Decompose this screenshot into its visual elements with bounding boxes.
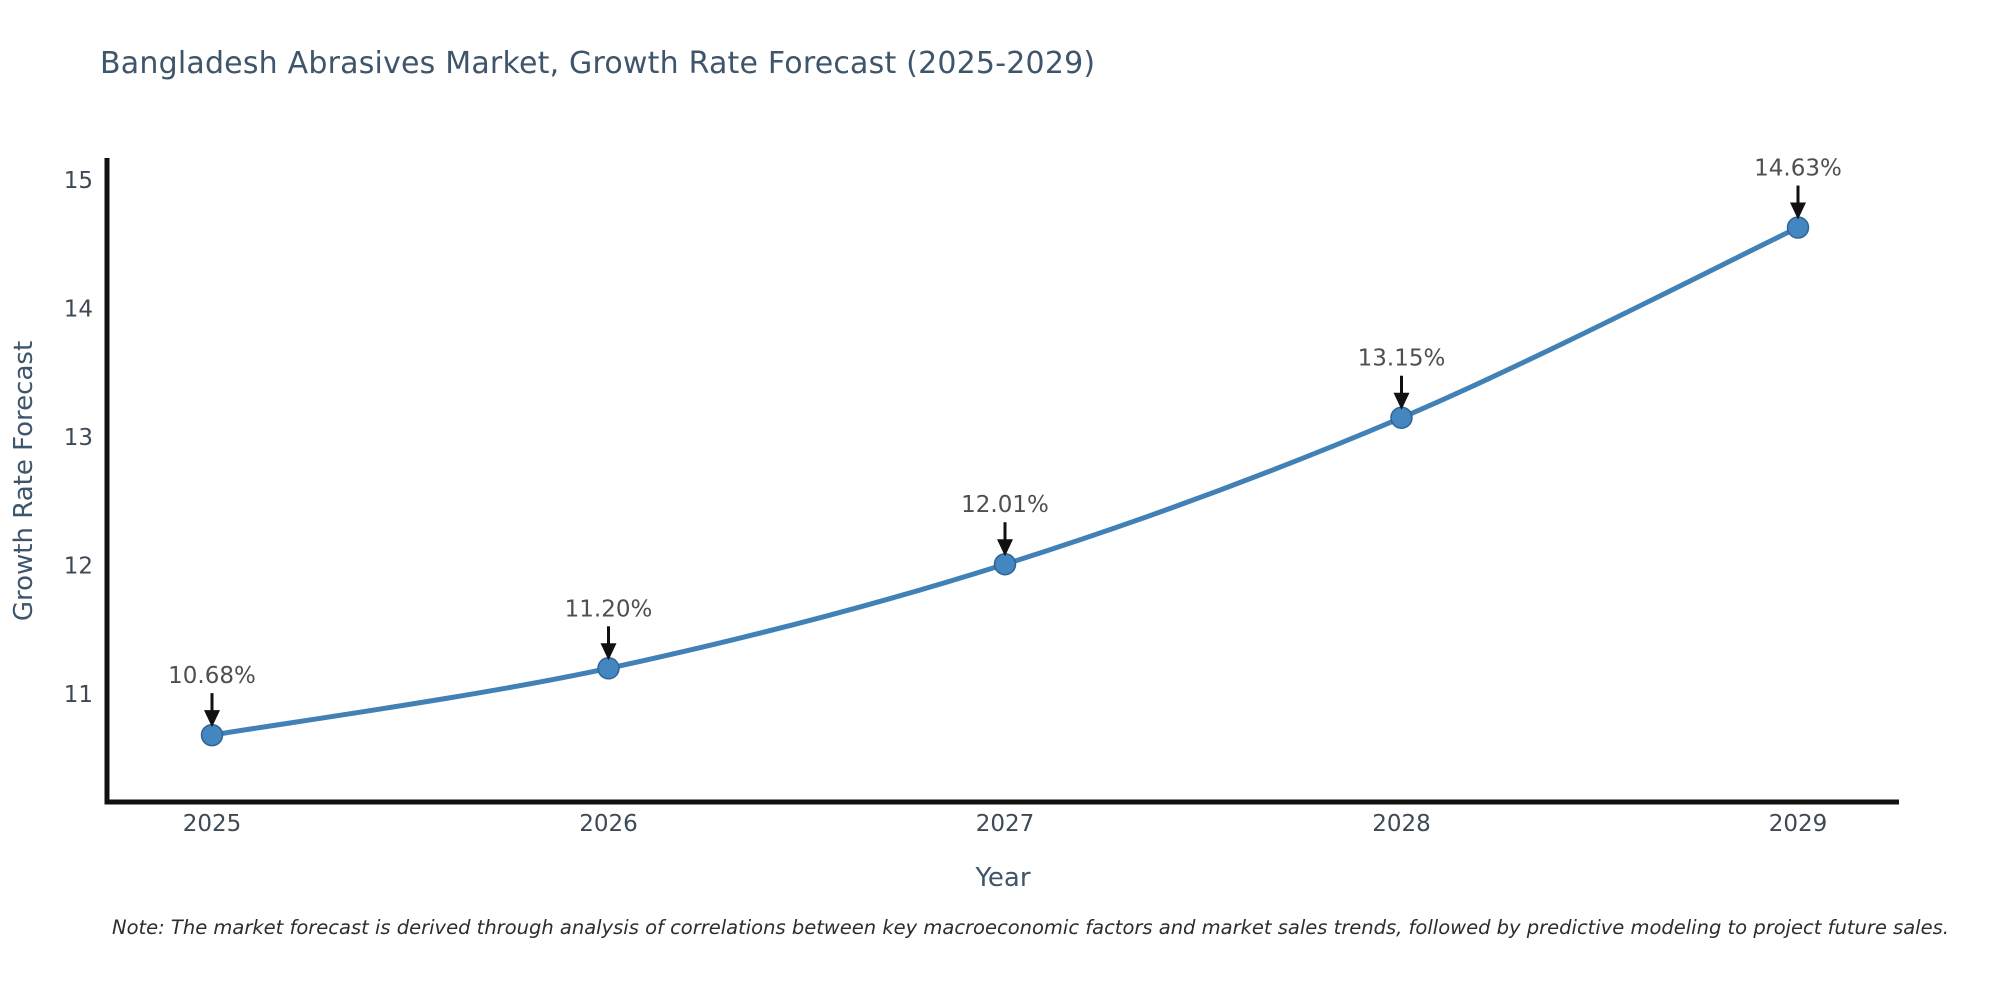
axes-layer: 11 12 13 14 15 2025 2026 2027 2028 2029 [64,158,1899,837]
footnote: Note: The market forecast is derived thr… [112,916,1949,939]
annotation-label-2029: 14.63% [1754,156,1842,182]
series-line [209,225,1801,738]
annotation-label-2025: 10.68% [168,663,256,689]
x-tick-label-2028: 2028 [1372,811,1431,837]
annotation-arrow-head-2028 [1393,392,1410,410]
series-layer [200,216,1810,747]
annotation-arrow-head-2027 [997,539,1013,557]
y-tick-label-15: 15 [64,168,93,194]
x-tick-label-2029: 2029 [1769,811,1828,837]
x-axis-title: Year [974,863,1030,893]
y-tick-label-12: 12 [64,554,93,580]
annotation-label-2028: 13.15% [1358,346,1446,372]
y-axis-title: Growth Rate Forecast [9,341,39,621]
data-point-2025[interactable] [200,723,224,747]
data-point-2027[interactable] [993,552,1017,576]
y-tick-label-13: 13 [64,425,93,451]
annotation-label-2026: 11.20% [565,596,653,622]
data-point-2026[interactable] [597,657,620,680]
annotation-arrow-head-2026 [600,643,617,661]
annotation-label-2027: 12.01% [961,492,1049,518]
x-tick-label-2026: 2026 [579,811,638,837]
chart-title: Bangladesh Abrasives Market, Growth Rate… [100,46,1096,81]
annotation-arrow-head-2029 [1790,202,1806,220]
data-point-2029[interactable] [1786,216,1810,239]
x-tick-label-2027: 2027 [976,811,1035,837]
x-tick-label-2025: 2025 [183,811,242,837]
data-point-2028[interactable] [1390,406,1413,429]
y-tick-label-11: 11 [64,682,93,708]
annotation-layer: 10.68% 11.20% 12.01% 13.15% 14.63% [168,156,1842,728]
y-tick-label-14: 14 [64,297,93,323]
annotation-arrow-head-2025 [204,710,220,728]
